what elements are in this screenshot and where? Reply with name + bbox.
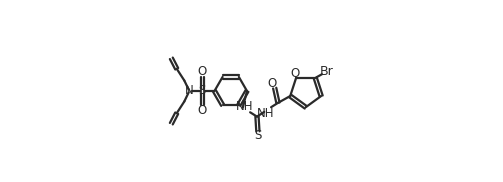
- Text: NH: NH: [257, 107, 275, 120]
- Text: O: O: [291, 67, 300, 80]
- Text: O: O: [267, 77, 277, 90]
- Text: S: S: [199, 84, 206, 98]
- Text: N: N: [186, 84, 194, 98]
- Text: NH: NH: [236, 100, 254, 113]
- Text: S: S: [255, 129, 262, 143]
- Text: Br: Br: [320, 65, 334, 78]
- Text: O: O: [198, 104, 207, 117]
- Text: O: O: [198, 65, 207, 78]
